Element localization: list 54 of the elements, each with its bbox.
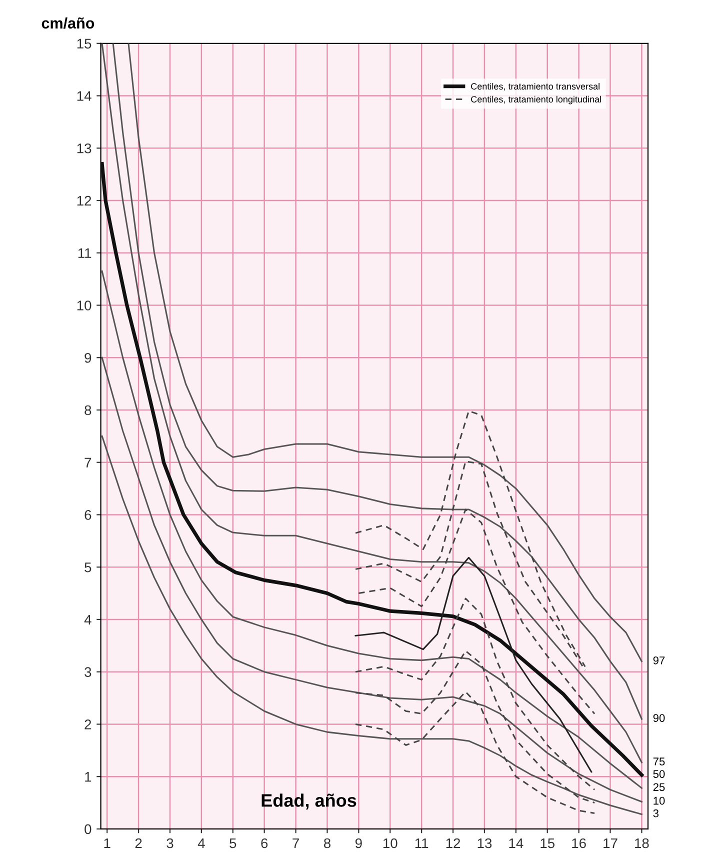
y-tick-label: 7 bbox=[84, 458, 92, 468]
line-series bbox=[354, 556, 592, 773]
line-series bbox=[354, 598, 596, 790]
y-tick-label: 6 bbox=[84, 510, 92, 520]
x-tick-label: 4 bbox=[198, 838, 205, 848]
y-tick-label: 15 bbox=[77, 38, 92, 49]
x-tick-label: 7 bbox=[292, 838, 299, 848]
x-tick-label: 16 bbox=[572, 838, 586, 848]
legend-label: Centiles, tratamiento transversal bbox=[471, 82, 600, 91]
x-tick-label: 3 bbox=[166, 838, 174, 848]
line-series bbox=[101, 435, 642, 816]
line-series bbox=[101, 270, 642, 789]
y-tick-label: 3 bbox=[84, 667, 92, 677]
legend-label: Centiles, tratamiento longitudinal bbox=[471, 96, 601, 104]
x-tick-label: 5 bbox=[230, 838, 236, 848]
text: 90 bbox=[653, 714, 665, 722]
text: 25 bbox=[653, 783, 665, 792]
x-tick-label: 6 bbox=[261, 838, 268, 848]
x-tick-label: 12 bbox=[446, 838, 460, 848]
x-tick-label: 13 bbox=[478, 838, 492, 848]
y-tick-label: 12 bbox=[77, 196, 92, 206]
y-tick-label: 9 bbox=[84, 352, 92, 363]
x-tick-label: 10 bbox=[383, 838, 398, 848]
x-axis-title: Edad, años bbox=[262, 794, 356, 810]
y-tick-label: 0 bbox=[84, 824, 92, 834]
y-tick-label: 5 bbox=[84, 562, 92, 572]
x-tick-label: 17 bbox=[604, 838, 618, 848]
y-tick-label: 11 bbox=[78, 248, 92, 258]
text: 10 bbox=[654, 796, 665, 805]
line-series bbox=[354, 690, 596, 814]
line-series bbox=[354, 650, 596, 804]
y-tick-label: 10 bbox=[77, 300, 92, 310]
line-series bbox=[358, 508, 596, 714]
x-tick-label: 9 bbox=[355, 838, 362, 848]
x-tick-label: 18 bbox=[635, 838, 649, 848]
line-series bbox=[100, 162, 644, 777]
x-tick-label: 11 bbox=[415, 838, 428, 848]
x-tick-label: 2 bbox=[135, 838, 142, 848]
y-tick-label: 14 bbox=[77, 91, 92, 101]
y-tick-label: 8 bbox=[84, 405, 92, 416]
x-tick-label: 15 bbox=[540, 838, 555, 848]
x-tick-label: 14 bbox=[509, 838, 524, 848]
text: 3 bbox=[653, 809, 659, 818]
text: 97 bbox=[653, 656, 665, 664]
x-tick-label: 8 bbox=[324, 838, 330, 848]
x-tick-label: 1 bbox=[104, 838, 110, 848]
y-axis-title: cm/año bbox=[42, 17, 94, 29]
y-tick-label: 13 bbox=[77, 143, 92, 154]
line-series bbox=[354, 410, 586, 668]
y-tick-label: 1 bbox=[85, 772, 92, 782]
text: 50 bbox=[653, 770, 665, 778]
y-tick-label: 4 bbox=[84, 614, 92, 624]
y-tick-label: 2 bbox=[84, 720, 92, 730]
text: 75 bbox=[653, 758, 665, 766]
